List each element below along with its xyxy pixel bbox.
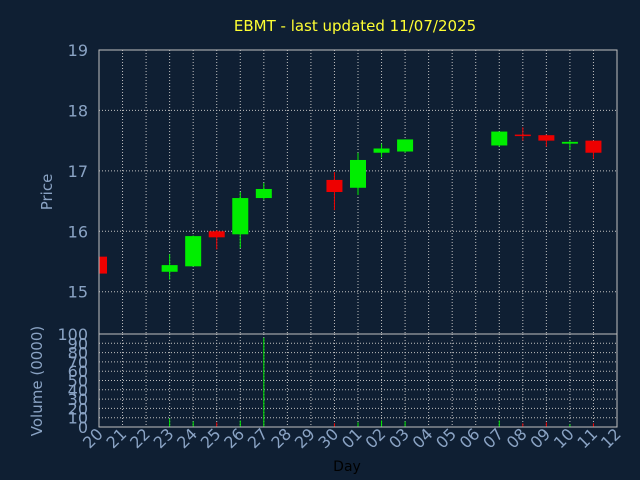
volume-tick-label: 50 (68, 372, 88, 391)
candle-body (232, 198, 249, 235)
volume-axis-label: Volume (0000) (28, 326, 46, 436)
candle-body (255, 188, 272, 199)
candle-body (185, 236, 202, 267)
volume-tick-label: 30 (68, 390, 88, 409)
candle-body (350, 159, 366, 188)
volume-tick-label: 80 (68, 344, 88, 363)
candle-body (161, 265, 178, 272)
x-axis-label: Day (333, 459, 361, 475)
volume-tick-label: 10 (68, 409, 88, 428)
price-candles (98, 127, 602, 280)
volume-grid (98, 333, 618, 428)
x-tick-label: 12 (597, 424, 625, 452)
candle-body (208, 231, 225, 238)
price-tick-label: 17 (68, 162, 88, 181)
candle-body (373, 148, 390, 153)
candle-body (397, 139, 414, 152)
candle-body (491, 131, 508, 146)
price-axis-label: Price (38, 174, 56, 211)
candle-body (326, 179, 343, 192)
candle-body (514, 134, 531, 137)
candle-body (561, 141, 578, 144)
volume-panel-frame (98, 333, 618, 428)
price-tick-label: 19 (68, 41, 88, 60)
volume-tick-label: 90 (68, 334, 88, 353)
x-ticks: 2021222324252627282930010203040506070809… (79, 424, 625, 452)
volume-tick-label: 0 (78, 418, 88, 437)
volume-tick-label: 20 (68, 399, 88, 418)
volume-tick-label: 40 (68, 381, 88, 400)
price-panel: 15 16 17 18 19 Price (38, 41, 618, 335)
candle-body (585, 140, 602, 153)
price-tick-label: 16 (68, 222, 88, 241)
price-tick-label: 15 (68, 283, 88, 302)
volume-tick-label: 60 (68, 362, 88, 381)
candle-body (99, 256, 107, 274)
candle-body (538, 135, 555, 141)
volume-tick-label: 100 (57, 325, 88, 344)
price-tick-label: 18 (68, 101, 88, 120)
price-y-ticks: 15 16 17 18 19 (68, 41, 88, 302)
volume-tick-label: 70 (68, 353, 88, 372)
chart-title: EBMT - last updated 11/07/2025 (234, 17, 476, 35)
volume-bars (98, 337, 594, 427)
